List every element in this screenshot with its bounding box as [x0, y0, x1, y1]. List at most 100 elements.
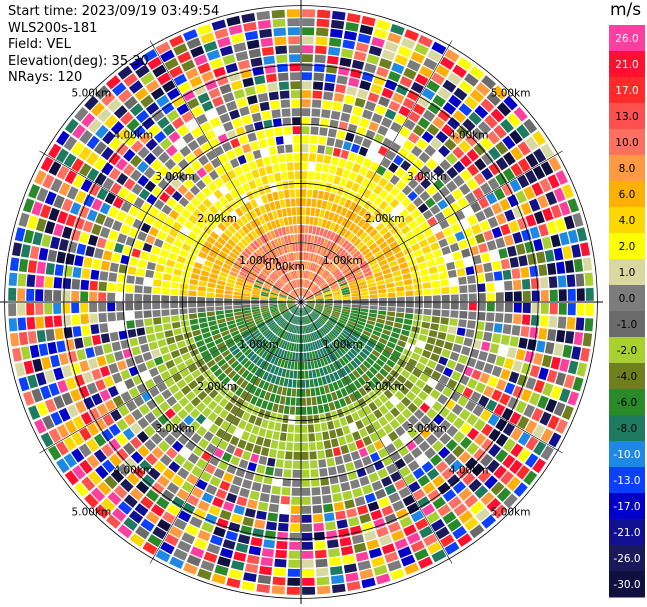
velocity-gate	[364, 62, 377, 74]
velocity-gate	[323, 310, 331, 315]
velocity-gate	[270, 324, 278, 331]
velocity-gate	[316, 199, 323, 208]
velocity-gate	[344, 242, 353, 251]
velocity-gate	[325, 521, 336, 531]
velocity-gate	[182, 270, 191, 278]
velocity-gate	[385, 320, 394, 327]
velocity-gate	[254, 417, 263, 427]
velocity-gate	[227, 169, 237, 180]
velocity-gate	[376, 165, 387, 176]
velocity-gate	[492, 504, 508, 519]
velocity-gate	[243, 312, 252, 317]
range-ring-label: 4.00km	[449, 129, 489, 141]
velocity-gate	[289, 293, 297, 299]
velocity-gate	[412, 124, 425, 137]
velocity-gate	[233, 146, 244, 157]
velocity-gate	[441, 302, 450, 310]
velocity-gate	[343, 563, 358, 574]
velocity-gate	[207, 182, 218, 193]
velocity-gate	[201, 186, 212, 197]
velocity-gate	[197, 92, 210, 104]
velocity-gate	[208, 389, 219, 399]
velocity-gate	[197, 302, 206, 307]
velocity-gate	[282, 310, 290, 317]
velocity-gate	[270, 292, 279, 296]
velocity-gate	[350, 360, 359, 369]
velocity-gate	[209, 137, 220, 149]
velocity-gate	[117, 524, 133, 539]
velocity-gate	[224, 390, 234, 401]
velocity-gate	[116, 448, 129, 462]
velocity-gate	[330, 315, 339, 321]
velocity-gate	[375, 358, 385, 367]
colorbar-label: -30.0	[613, 579, 640, 591]
velocity-gate	[415, 215, 426, 225]
velocity-gate	[86, 209, 98, 222]
velocity-gate	[364, 530, 377, 542]
velocity-gate	[287, 18, 300, 27]
velocity-gate	[18, 376, 30, 392]
velocity-gate	[98, 313, 107, 323]
velocity-gate	[426, 468, 440, 481]
velocity-gate	[408, 481, 421, 493]
velocity-gate	[338, 436, 347, 446]
velocity-gate	[280, 496, 290, 505]
velocity-gate	[437, 331, 447, 340]
velocity-gate	[200, 32, 215, 44]
velocity-gate	[393, 275, 403, 282]
velocity-gate	[70, 362, 81, 375]
velocity-gate	[291, 487, 301, 496]
velocity-gate	[327, 128, 337, 138]
velocity-gate	[288, 253, 293, 262]
velocity-gate	[145, 489, 160, 502]
velocity-gate	[239, 106, 250, 117]
velocity-gate	[295, 352, 299, 361]
velocity-gate	[330, 184, 339, 194]
velocity-gate	[301, 207, 306, 216]
velocity-gate	[82, 371, 94, 384]
velocity-gate	[207, 316, 216, 322]
velocity-gate	[178, 396, 190, 408]
velocity-gate	[332, 233, 340, 243]
velocity-gate	[156, 496, 170, 510]
velocity-gate	[368, 472, 380, 483]
velocity-gate	[237, 274, 247, 281]
velocity-gate	[529, 226, 541, 239]
velocity-gate	[53, 395, 65, 410]
velocity-gate	[373, 409, 383, 419]
velocity-gate	[275, 45, 287, 55]
velocity-gate	[296, 388, 301, 397]
velocity-gate	[301, 144, 309, 153]
velocity-gate	[302, 9, 316, 18]
velocity-gate	[353, 204, 363, 214]
velocity-gate	[112, 372, 123, 384]
velocity-gate	[301, 424, 308, 433]
colorbar-swatch	[609, 129, 645, 156]
velocity-gate	[481, 514, 496, 529]
velocity-gate	[316, 359, 322, 368]
velocity-gate	[98, 281, 107, 291]
velocity-gate	[206, 220, 216, 230]
velocity-gate	[324, 324, 332, 331]
velocity-gate	[334, 300, 342, 302]
velocity-gate	[85, 347, 95, 359]
velocity-gate	[437, 87, 452, 100]
velocity-gate	[441, 287, 450, 295]
velocity-gate	[319, 386, 326, 395]
velocity-gate	[360, 308, 369, 313]
velocity-gate	[395, 426, 406, 437]
velocity-gate	[567, 303, 576, 316]
velocity-gate	[131, 408, 143, 421]
velocity-gate	[338, 346, 347, 355]
velocity-gate	[399, 126, 411, 138]
velocity-gate	[342, 329, 351, 337]
velocity-gate	[379, 226, 389, 236]
velocity-gate	[437, 264, 447, 273]
velocity-gate	[221, 349, 231, 358]
velocity-gate	[306, 198, 312, 207]
velocity-gate	[331, 10, 346, 21]
velocity-gate	[50, 178, 63, 193]
velocity-gate	[261, 310, 270, 315]
velocity-gate	[178, 196, 190, 208]
velocity-gate	[48, 445, 62, 461]
